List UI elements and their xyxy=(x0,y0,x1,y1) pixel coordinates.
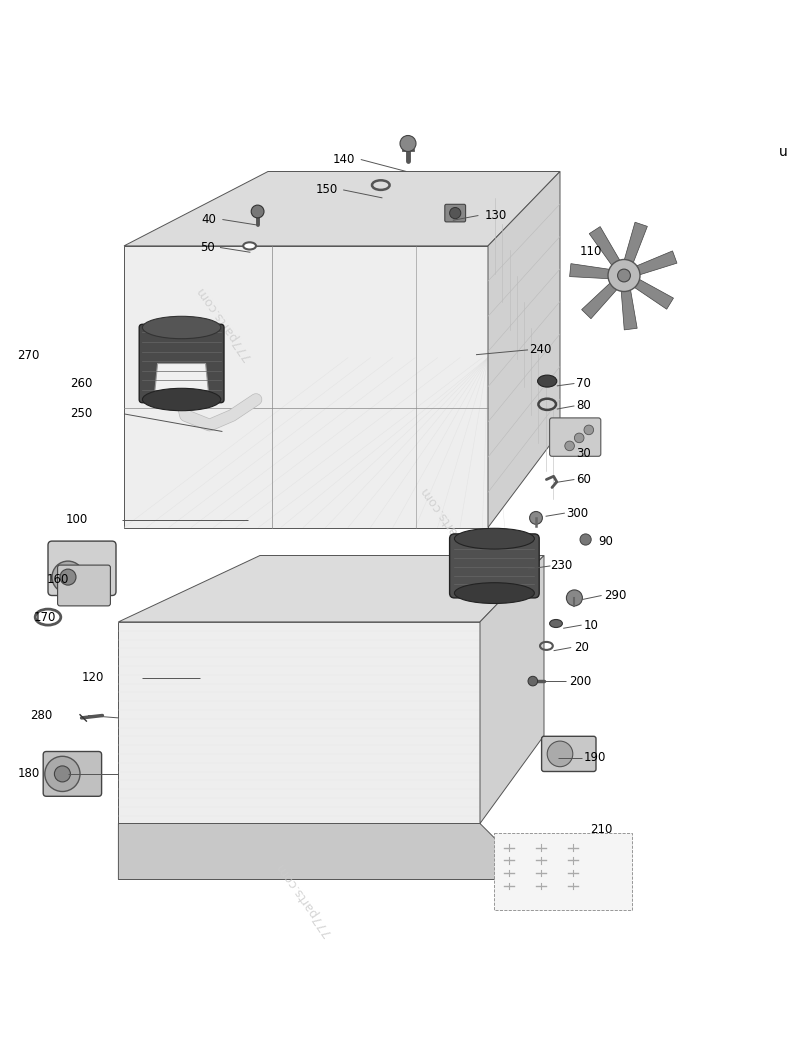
Text: u: u xyxy=(779,146,788,159)
Text: 150: 150 xyxy=(315,184,338,196)
Text: 80: 80 xyxy=(576,400,590,413)
Text: 130: 130 xyxy=(485,209,507,222)
Circle shape xyxy=(52,561,84,593)
Polygon shape xyxy=(118,621,480,824)
Circle shape xyxy=(60,569,76,586)
Polygon shape xyxy=(494,833,632,909)
Circle shape xyxy=(580,534,591,545)
Text: 240: 240 xyxy=(530,343,552,357)
Polygon shape xyxy=(124,172,560,246)
Text: 190: 190 xyxy=(584,751,606,765)
Text: 90: 90 xyxy=(598,535,614,549)
FancyBboxPatch shape xyxy=(550,418,601,457)
Text: 20: 20 xyxy=(574,641,590,654)
Polygon shape xyxy=(622,290,637,330)
Circle shape xyxy=(565,441,574,450)
Text: 40: 40 xyxy=(201,213,216,226)
Ellipse shape xyxy=(550,619,562,628)
Polygon shape xyxy=(118,556,544,621)
Text: 260: 260 xyxy=(70,377,93,390)
Text: 140: 140 xyxy=(333,153,355,166)
Ellipse shape xyxy=(454,582,534,603)
Text: 10: 10 xyxy=(584,618,599,632)
FancyBboxPatch shape xyxy=(48,541,116,595)
Text: 230: 230 xyxy=(550,559,573,573)
FancyBboxPatch shape xyxy=(43,751,102,797)
Circle shape xyxy=(618,269,630,282)
Polygon shape xyxy=(480,556,544,824)
Text: 30: 30 xyxy=(576,447,590,460)
Circle shape xyxy=(251,205,264,218)
Text: 777parts.com: 777parts.com xyxy=(194,284,254,363)
Text: 120: 120 xyxy=(82,671,104,685)
Circle shape xyxy=(82,571,107,596)
Polygon shape xyxy=(634,280,674,309)
Text: 70: 70 xyxy=(576,377,591,390)
Text: 270: 270 xyxy=(18,349,40,362)
Polygon shape xyxy=(570,264,610,279)
Polygon shape xyxy=(118,824,536,880)
Polygon shape xyxy=(582,283,617,319)
Text: 160: 160 xyxy=(46,573,69,586)
Circle shape xyxy=(450,208,461,218)
Polygon shape xyxy=(488,172,560,528)
Polygon shape xyxy=(624,223,647,263)
Circle shape xyxy=(547,741,573,767)
Polygon shape xyxy=(124,246,488,528)
Circle shape xyxy=(566,590,582,606)
Circle shape xyxy=(54,766,70,782)
Text: 110: 110 xyxy=(580,245,602,258)
Polygon shape xyxy=(590,227,620,265)
Text: 250: 250 xyxy=(70,407,93,420)
Ellipse shape xyxy=(142,316,221,339)
Circle shape xyxy=(584,425,594,435)
Text: 170: 170 xyxy=(34,611,56,624)
Text: 300: 300 xyxy=(566,506,589,520)
Polygon shape xyxy=(154,364,210,403)
Ellipse shape xyxy=(243,243,256,249)
FancyBboxPatch shape xyxy=(542,736,596,771)
FancyBboxPatch shape xyxy=(58,565,110,606)
Text: 100: 100 xyxy=(66,513,88,526)
Ellipse shape xyxy=(142,388,221,410)
Circle shape xyxy=(400,135,416,152)
Ellipse shape xyxy=(454,529,534,549)
Text: 210: 210 xyxy=(590,823,613,837)
Circle shape xyxy=(45,756,80,791)
FancyBboxPatch shape xyxy=(450,534,539,598)
Ellipse shape xyxy=(538,376,557,387)
Circle shape xyxy=(608,260,640,291)
Text: 777parts.com: 777parts.com xyxy=(274,860,334,939)
Circle shape xyxy=(574,434,584,443)
Text: 180: 180 xyxy=(18,767,40,781)
Text: 200: 200 xyxy=(570,674,592,688)
Circle shape xyxy=(530,512,542,524)
FancyBboxPatch shape xyxy=(445,205,466,222)
Text: 60: 60 xyxy=(576,473,591,486)
Text: 280: 280 xyxy=(30,709,52,722)
Text: 777parts.com: 777parts.com xyxy=(418,484,478,562)
FancyBboxPatch shape xyxy=(139,324,224,403)
Text: 290: 290 xyxy=(604,589,626,602)
Circle shape xyxy=(528,676,538,686)
Polygon shape xyxy=(637,251,677,274)
Text: 50: 50 xyxy=(200,241,214,254)
